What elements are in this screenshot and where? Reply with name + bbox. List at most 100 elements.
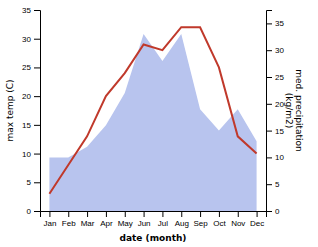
tick-label: 30 [22, 35, 31, 44]
chart: Jan Feb Mar Apr May Jun Jul Aug Sep Oct Nov Dec 0 5 10… [0, 0, 318, 247]
tick-mark [162, 211, 163, 217]
tick-label: 5 [275, 180, 280, 189]
tick-label: Apr [100, 219, 113, 228]
tick-mark [266, 211, 272, 212]
axis: 0 5 10 15 20 25 30 35 [22, 6, 40, 216]
tick: 10 [22, 150, 40, 159]
tick-label: Sep [193, 219, 208, 228]
tick: 25 [266, 73, 284, 82]
tick-mark [219, 211, 220, 217]
x-axis-label: date (month) [120, 233, 187, 243]
y2-axis-label-line: med. precipitation [294, 69, 304, 151]
tick-label: 5 [27, 178, 32, 187]
tick-mark [34, 125, 40, 126]
tick: 5 [27, 178, 40, 187]
tick-label: Mar [81, 219, 95, 228]
tick: 10 [266, 153, 284, 162]
tick-mark [49, 211, 50, 217]
tick: Dec [250, 211, 264, 228]
tick: 30 [266, 46, 284, 55]
axis-line [34, 11, 41, 212]
tick-label: 15 [22, 121, 31, 130]
tick: May [118, 211, 133, 228]
tick-label: 10 [22, 150, 31, 159]
temperature-line [49, 27, 256, 194]
tick-mark [266, 50, 272, 51]
tick-mark [144, 211, 145, 217]
tick-mark [257, 211, 258, 217]
axis-line [267, 11, 273, 212]
y2-axis-label-line: (kg/m2) [284, 93, 294, 128]
tick-mark [200, 211, 201, 217]
tick: 25 [22, 63, 40, 72]
tick-label: Nov [231, 219, 245, 228]
tick: 5 [266, 180, 280, 189]
tick-mark [34, 10, 40, 11]
tick-mark [87, 211, 88, 217]
tick: Sep [193, 211, 208, 228]
tick-label: Feb [62, 219, 76, 228]
tick: 35 [266, 19, 284, 28]
marks [49, 27, 256, 211]
tick-mark [106, 211, 107, 217]
tick: 20 [266, 100, 284, 109]
tick-label: Jun [138, 219, 151, 228]
tick: 15 [22, 121, 40, 130]
tick-label: Aug [175, 219, 189, 228]
tick: 20 [22, 92, 40, 101]
tick: Jan [43, 211, 56, 228]
tick-mark [266, 77, 272, 78]
tick-label: 35 [275, 19, 284, 28]
tick-mark [34, 211, 40, 212]
tick: 15 [266, 127, 284, 136]
tick-label: Oct [213, 219, 226, 228]
tick: 0 [27, 207, 40, 216]
precipitation-area [49, 34, 256, 211]
tick: Nov [231, 211, 245, 228]
tick-label: 0 [275, 207, 280, 216]
tick-mark [34, 67, 40, 68]
tick-mark [266, 157, 272, 158]
tick-mark [266, 104, 272, 105]
y2-axis-label: med. precipitation(kg/m2) [284, 69, 304, 151]
tick: Jun [138, 211, 151, 228]
axis-line [41, 212, 267, 218]
tick: 35 [22, 6, 40, 15]
y-axis-label: max temp (C) [5, 79, 15, 141]
tick: Feb [62, 211, 76, 228]
tick-label: May [118, 219, 133, 228]
tick-mark [238, 211, 239, 217]
tick-label: 35 [22, 6, 31, 15]
tick-label: Dec [250, 219, 264, 228]
tick-label: 20 [22, 92, 31, 101]
tick-label: 25 [275, 73, 284, 82]
tick-mark [266, 131, 272, 132]
tick-mark [125, 211, 126, 217]
plot-area: Jan Feb Mar Apr May Jun Jul Aug Sep Oct Nov Dec 0 5 10… [22, 6, 284, 228]
tick: Oct [213, 211, 226, 228]
axis: 0 5 10 15 20 25 30 35 [266, 11, 284, 217]
tick-label: 25 [22, 63, 31, 72]
tick-mark [266, 23, 272, 24]
tick-label: 15 [275, 127, 284, 136]
tick-mark [34, 39, 40, 40]
tick-label: 0 [27, 207, 32, 216]
tick-label: 10 [275, 153, 284, 162]
tick-mark [34, 154, 40, 155]
tick: 0 [266, 207, 280, 216]
tick: Aug [175, 211, 189, 228]
tick-label: Jul [158, 219, 168, 228]
tick-label: Jan [43, 219, 56, 228]
tick-mark [266, 184, 272, 185]
tick-mark [34, 182, 40, 183]
tick: 30 [22, 35, 40, 44]
tick-label: 30 [275, 46, 284, 55]
tick-mark [181, 211, 182, 217]
tick: Mar [81, 211, 95, 228]
axis: Jan Feb Mar Apr May Jun Jul Aug Sep Oct Nov Dec [41, 211, 267, 228]
tick: Jul [158, 211, 168, 228]
tick-label: 20 [275, 100, 284, 109]
tick-mark [68, 211, 69, 217]
tick: Apr [100, 211, 113, 228]
tick-mark [34, 96, 40, 97]
